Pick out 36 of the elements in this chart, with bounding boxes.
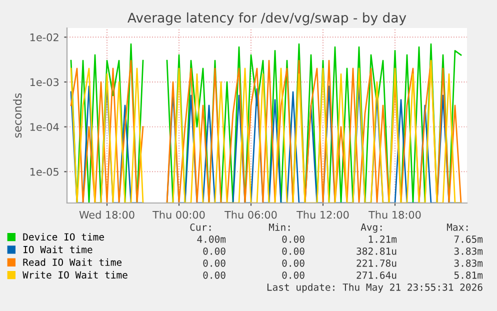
text: 7.65m	[454, 235, 483, 243]
legend-label: IO Wait time	[24, 246, 92, 254]
x-tick-label: Thu 06:00	[224, 210, 277, 219]
text: 271.64u	[356, 271, 396, 279]
text: 221.78u	[356, 259, 396, 267]
text: Last update: Thu May 21 23:55:31 2026	[267, 283, 482, 293]
text: Min:	[268, 223, 290, 231]
y-tick-label: 1e-05	[30, 168, 58, 176]
text: 4.00m	[197, 235, 226, 243]
text: 3.83m	[454, 259, 483, 267]
x-tick-label: Thu 18:00	[368, 210, 421, 219]
text: Cur:	[190, 223, 211, 231]
y-tick-label: 1e-03	[30, 78, 59, 86]
chart-title: Average latency for /dev/vg/swap - by day	[128, 12, 406, 26]
text: 1.21m	[368, 235, 397, 243]
text: 0.00	[282, 247, 304, 255]
text: 0.00	[282, 271, 304, 279]
text: 0.00	[203, 247, 226, 255]
legend-label: Device IO time	[23, 233, 104, 241]
text: 0.00	[282, 259, 304, 267]
text: 0.00	[203, 259, 226, 267]
y-tick-label: 1e-02	[30, 33, 58, 42]
legend-label: Write IO Wait time	[22, 271, 128, 279]
y-tick-label: 1e-04	[30, 123, 59, 131]
text: Max:	[446, 224, 468, 231]
x-tick-label: Wed 18:00	[79, 210, 134, 219]
text: 5.81m	[454, 271, 483, 279]
text: Avg:	[360, 224, 382, 233]
text: 382.81u	[356, 247, 396, 255]
y-axis-title: seconds	[13, 93, 22, 138]
x-tick-label: Thu 00:00	[152, 210, 205, 219]
x-tick-label: Thu 12:00	[296, 210, 349, 219]
text: 0.00	[282, 235, 304, 243]
legend-label: Read IO Wait time	[23, 258, 122, 266]
text: 0.00	[203, 271, 226, 279]
text: 3.83m	[454, 247, 483, 255]
